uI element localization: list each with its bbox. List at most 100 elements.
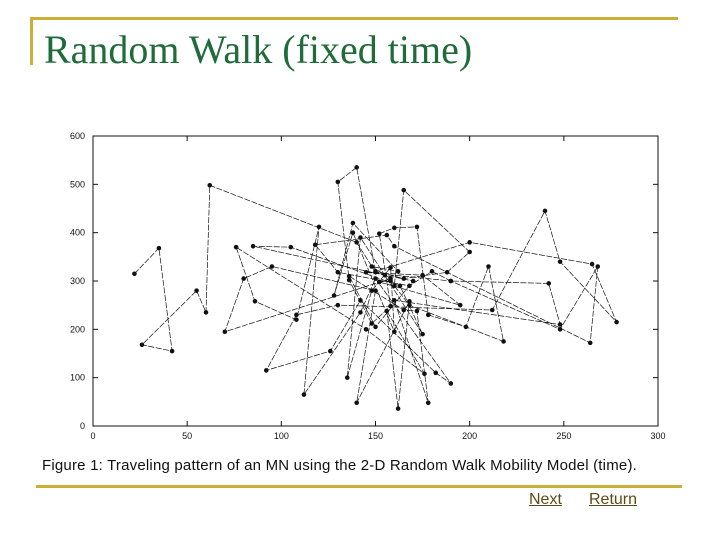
walk-point	[397, 283, 403, 289]
walk-point	[429, 269, 435, 274]
walk-point	[250, 243, 256, 249]
figure-caption: Figure 1: Traveling pattern of an MN usi…	[42, 457, 638, 474]
walk-point	[269, 264, 275, 269]
slide-frame-top	[30, 17, 678, 20]
walk-point	[388, 278, 393, 284]
walk-point	[288, 244, 294, 250]
walk-point	[425, 400, 431, 406]
walk-point	[489, 307, 495, 313]
walk-point	[328, 348, 333, 354]
walk-point	[395, 269, 401, 274]
walk-point	[241, 276, 246, 281]
y-tick-label: 600	[70, 131, 85, 141]
walk-point	[363, 327, 369, 332]
x-tick-label: 100	[274, 431, 289, 441]
walk-point	[486, 264, 491, 269]
walk-point	[354, 400, 359, 406]
walk-point	[376, 231, 382, 236]
walk-point	[335, 302, 341, 308]
slide-frame-bottom	[36, 485, 682, 488]
walk-point	[335, 270, 341, 275]
walk-point	[457, 302, 463, 308]
walk-point	[194, 288, 199, 293]
walk-point	[407, 283, 412, 289]
x-tick-label: 0	[90, 431, 95, 441]
walk-point	[546, 281, 552, 286]
walk-point	[395, 406, 401, 411]
walk-point	[222, 329, 228, 335]
y-tick-label: 0	[80, 421, 85, 431]
walk-point	[420, 331, 425, 337]
walk-point	[392, 243, 397, 249]
walk-point	[369, 264, 375, 269]
walk-point	[169, 348, 175, 354]
walk-point	[350, 230, 356, 235]
walk-point	[589, 261, 595, 267]
walk-point	[414, 224, 420, 230]
walk-point	[369, 288, 375, 293]
walk-path	[134, 166, 617, 409]
walk-point	[407, 302, 412, 308]
walk-point	[587, 340, 593, 346]
x-tick-label: 200	[462, 431, 477, 441]
walk-point	[448, 381, 454, 386]
walk-point	[463, 324, 469, 330]
walk-point	[294, 317, 299, 322]
walk-point	[401, 187, 407, 193]
walk-point	[346, 277, 352, 283]
walk-point	[358, 298, 363, 303]
walk-point	[233, 244, 239, 250]
return-link[interactable]: Return	[589, 491, 638, 508]
y-tick-label: 100	[70, 373, 85, 383]
walk-point	[331, 293, 337, 298]
random-walk-chart: 0 50 100 150 200 250 300 0 100 200 300 400 500 600	[70, 131, 666, 441]
walk-point	[425, 312, 431, 318]
walk-point	[335, 179, 341, 185]
walk-point	[203, 310, 209, 315]
walk-point	[467, 240, 472, 245]
walk-point	[401, 276, 407, 281]
y-tick-label: 500	[70, 179, 85, 189]
walk-point	[354, 165, 359, 170]
walk-point	[410, 278, 416, 284]
walk-point	[444, 270, 450, 275]
walk-point	[350, 220, 356, 226]
walk-point	[373, 288, 378, 293]
walk-point	[363, 270, 369, 275]
walk-point	[369, 321, 375, 326]
walk-point	[392, 225, 397, 231]
walk-point	[501, 339, 506, 344]
walk-point	[388, 303, 393, 309]
walk-point	[414, 308, 420, 314]
walk-point	[344, 375, 350, 380]
walk-point	[263, 368, 269, 373]
x-tick-label: 300	[650, 431, 665, 441]
walk-point	[614, 319, 619, 325]
walk-point	[252, 299, 258, 304]
walk-point	[301, 392, 307, 397]
walk-point	[139, 342, 145, 348]
walk-point	[433, 370, 439, 376]
walk-point	[312, 242, 318, 248]
walk-point	[384, 308, 390, 314]
next-link[interactable]: Next	[529, 491, 562, 508]
walk-point	[420, 272, 425, 278]
walk-point	[382, 272, 388, 278]
x-tick-label: 150	[368, 431, 383, 441]
walk-point	[346, 273, 352, 279]
walk-point	[388, 265, 393, 270]
walk-point	[132, 271, 137, 277]
y-tick-label: 200	[70, 324, 85, 334]
walk-point	[358, 235, 363, 240]
walk-point	[542, 208, 548, 214]
walk-point	[373, 276, 378, 281]
walk-point	[376, 279, 382, 285]
walk-point	[354, 240, 359, 245]
walk-point	[373, 269, 378, 274]
walk-point	[392, 283, 397, 289]
y-tick-label: 300	[70, 276, 85, 286]
walk-point	[467, 249, 472, 255]
plot-frame	[92, 135, 659, 427]
walk-point	[401, 307, 407, 313]
y-tick-label: 400	[70, 228, 85, 238]
